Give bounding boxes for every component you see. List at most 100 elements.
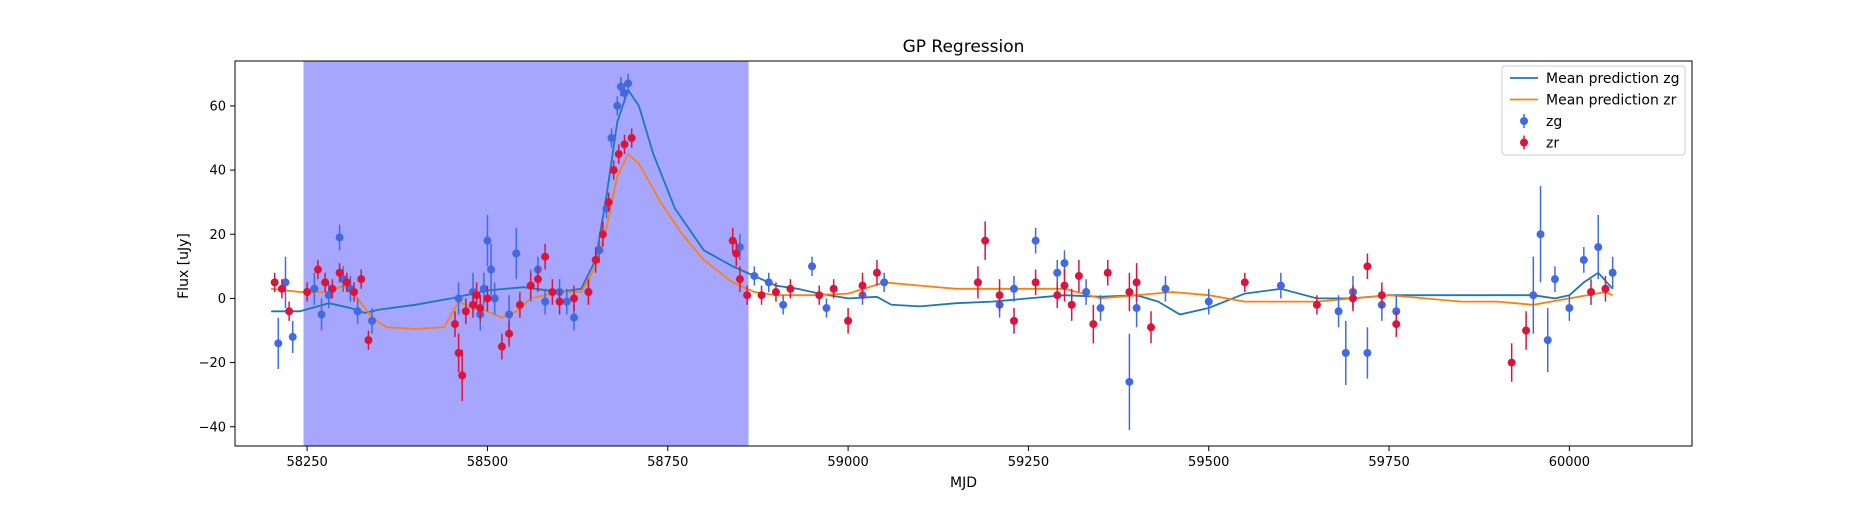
legend: Mean prediction zg Mean prediction zr zg zr — [1501, 65, 1686, 156]
legend-label: Mean prediction zg — [1546, 71, 1680, 87]
data-point — [880, 278, 889, 287]
data-point — [1074, 271, 1083, 280]
data-point — [483, 236, 492, 245]
x-tick-label: 58750 — [647, 455, 688, 470]
data-point — [1053, 291, 1062, 300]
data-point — [1240, 278, 1249, 287]
data-point — [512, 249, 521, 258]
data-point — [1312, 300, 1321, 309]
x-axis-label: MJD — [950, 475, 977, 491]
data-point — [1053, 268, 1062, 277]
data-point — [981, 236, 990, 245]
data-point — [616, 82, 625, 91]
data-point — [328, 284, 337, 293]
data-point — [1089, 320, 1098, 329]
data-point — [357, 275, 366, 284]
data-point — [1204, 297, 1213, 306]
data-point — [368, 316, 377, 325]
series-line-1 — [271, 152, 1614, 330]
data-point — [1125, 377, 1134, 386]
data-point — [342, 278, 351, 287]
y-tick-label: −40 — [199, 420, 226, 435]
data-point — [277, 284, 286, 293]
data-point — [270, 278, 279, 287]
data-point — [454, 348, 463, 357]
data-point — [548, 288, 557, 296]
data-point — [321, 278, 330, 287]
chart-title: GP Regression — [903, 37, 1025, 57]
data-point — [350, 288, 359, 296]
legend-box — [1501, 65, 1686, 156]
data-point — [1096, 304, 1105, 313]
data-point — [353, 307, 362, 316]
data-point — [317, 310, 326, 319]
data-point — [274, 339, 283, 348]
data-point — [555, 297, 564, 306]
data-point — [505, 329, 514, 338]
x-tick-label: 60000 — [1549, 455, 1590, 470]
data-point — [735, 275, 744, 284]
data-point — [562, 297, 571, 306]
data-point — [595, 246, 604, 255]
data-point — [364, 336, 373, 345]
data-point — [515, 300, 524, 309]
plot-frame — [234, 60, 1693, 447]
data-point — [1543, 336, 1552, 345]
legend-label: zg — [1546, 114, 1562, 130]
data-point — [335, 233, 344, 242]
data-point — [844, 316, 853, 325]
data-point — [1060, 281, 1069, 290]
data-point — [570, 294, 579, 303]
data-point — [483, 294, 492, 303]
data-point — [609, 166, 618, 175]
data-point — [743, 291, 752, 300]
data-point — [313, 265, 322, 274]
data-point — [829, 284, 838, 293]
data-point — [472, 291, 481, 300]
legend-swatch-marker — [1520, 138, 1528, 147]
x-tick-label: 59500 — [1188, 455, 1229, 470]
data-point — [872, 268, 881, 277]
data-point — [1031, 236, 1040, 245]
y-tick-label: 40 — [209, 164, 226, 179]
data-point — [764, 278, 773, 287]
data-point — [1363, 262, 1372, 271]
y-tick-label: 60 — [209, 99, 226, 114]
data-point — [476, 304, 485, 313]
data-point — [728, 236, 737, 245]
data-point — [1125, 288, 1134, 296]
data-point — [750, 271, 759, 280]
y-tick-label: 20 — [209, 228, 226, 243]
data-point — [335, 268, 344, 277]
data-point — [1103, 268, 1112, 277]
data-point — [1536, 230, 1545, 239]
data-point — [614, 150, 623, 159]
data-point — [1348, 294, 1357, 303]
plot-area — [270, 61, 1617, 446]
data-point — [1594, 243, 1603, 252]
x-tick-label: 59750 — [1368, 455, 1409, 470]
data-point — [757, 291, 766, 300]
data-point — [1060, 259, 1069, 268]
data-point — [454, 294, 463, 303]
data-point — [584, 288, 593, 296]
x-tick-label: 59250 — [1008, 455, 1049, 470]
data-point — [461, 307, 470, 316]
x-tick-label: 58500 — [467, 455, 508, 470]
data-point — [1132, 278, 1141, 287]
data-point — [995, 291, 1004, 300]
data-point — [786, 284, 795, 293]
data-point — [324, 291, 333, 300]
data-point — [598, 230, 607, 239]
x-tick-label: 59000 — [827, 455, 868, 470]
data-point — [1601, 284, 1610, 293]
y-axis-label: Flux [uJy] — [176, 233, 192, 299]
y-tick-label: −20 — [199, 356, 226, 371]
data-point — [285, 307, 294, 316]
data-point — [1082, 288, 1091, 296]
data-point — [533, 275, 542, 284]
data-point — [1392, 320, 1401, 329]
data-point — [732, 249, 741, 258]
data-point — [526, 281, 535, 290]
